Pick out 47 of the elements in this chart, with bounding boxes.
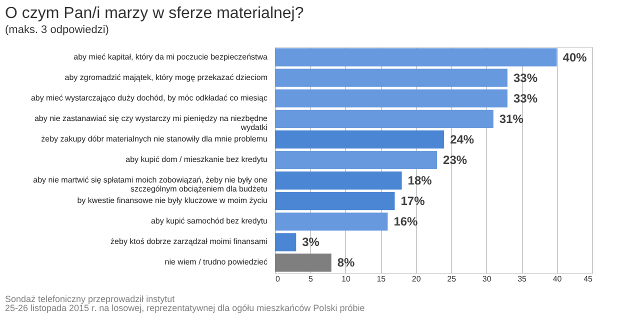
data-label: 23% xyxy=(443,153,468,167)
x-tick-label: 10 xyxy=(341,274,351,284)
text: Sondaż telefoniczny przeprowadził instytut xyxy=(5,294,176,304)
y-tick-label: aby zgromadzić majątek, który mogę przekazać dzieciom xyxy=(64,72,268,82)
data-label: 40% xyxy=(562,50,588,64)
data-label: 16% xyxy=(394,214,418,229)
bar xyxy=(275,254,332,272)
y-tick-label: żeby zakupy dóbr materialnych nie stanowiły dla mnie problemu xyxy=(41,134,268,144)
bar xyxy=(275,212,388,231)
x-tick-label: 25 xyxy=(447,274,457,284)
y-tick-label: żeby ktoś dobrze zarządzał moimi finansami xyxy=(110,237,268,246)
data-label: 33% xyxy=(513,91,538,106)
x-tick-label: 35 xyxy=(518,274,528,284)
data-label: 17% xyxy=(400,194,426,208)
x-tick-label: 5 xyxy=(308,274,314,284)
data-label: 3% xyxy=(302,235,320,250)
data-label: 8% xyxy=(337,256,356,270)
y-tick-label: aby nie zastanawiać się czy wystarczy mi pieniędzy na niezbędne wydatki xyxy=(34,114,268,132)
x-tick-label: 45 xyxy=(584,274,594,284)
x-tick-label: 40 xyxy=(552,274,562,284)
bar xyxy=(275,110,494,128)
text: 25-26 listopada 2015 r. na losowej, reprezentatywnej dla ogółu mieszkańców Polski próbie xyxy=(5,303,365,313)
y-tick-label: aby mieć wystarczająco duży dochód, by móc odkładać co miesiąc xyxy=(30,93,268,102)
bar xyxy=(275,192,395,210)
y-tick-label: aby kupić dom / mieszkanie bez kredytu xyxy=(126,155,268,164)
bar xyxy=(275,233,296,252)
x-tick-label: 0 xyxy=(276,274,280,284)
data-label: 33% xyxy=(513,70,538,85)
data-label: 18% xyxy=(408,174,432,188)
bar xyxy=(275,68,508,87)
bar xyxy=(275,89,508,108)
y-tick-label: aby nie martwić się spłatami moich zobowiązań, żeby nie były one szczególnym obciążeniem dla budżetu xyxy=(33,176,268,194)
data-label: 24% xyxy=(450,132,474,146)
y-tick-label: aby kupić samochód bez kredytu xyxy=(150,216,268,226)
text: (maks. 3 odpowiedzi) xyxy=(5,24,109,36)
bar xyxy=(275,172,402,190)
data-label: 31% xyxy=(499,112,524,126)
x-tick-label: 15 xyxy=(376,274,386,284)
y-tick-label: nie wiem / trudno powiedzieć xyxy=(164,258,268,267)
bar xyxy=(275,48,557,66)
x-tick-label: 30 xyxy=(482,274,492,284)
y-tick-label: aby mieć kapitał, który da mi poczucie bezpieczeństwa xyxy=(74,52,268,62)
y-tick-label: by kwestie finansowe nie były kluczowe w moim życiu xyxy=(77,196,268,206)
chart-title: O czym Pan/i marzy w sferze materialnej? xyxy=(5,5,304,22)
bar xyxy=(275,150,438,170)
x-tick-label: 20 xyxy=(412,274,422,284)
bar xyxy=(275,130,444,148)
